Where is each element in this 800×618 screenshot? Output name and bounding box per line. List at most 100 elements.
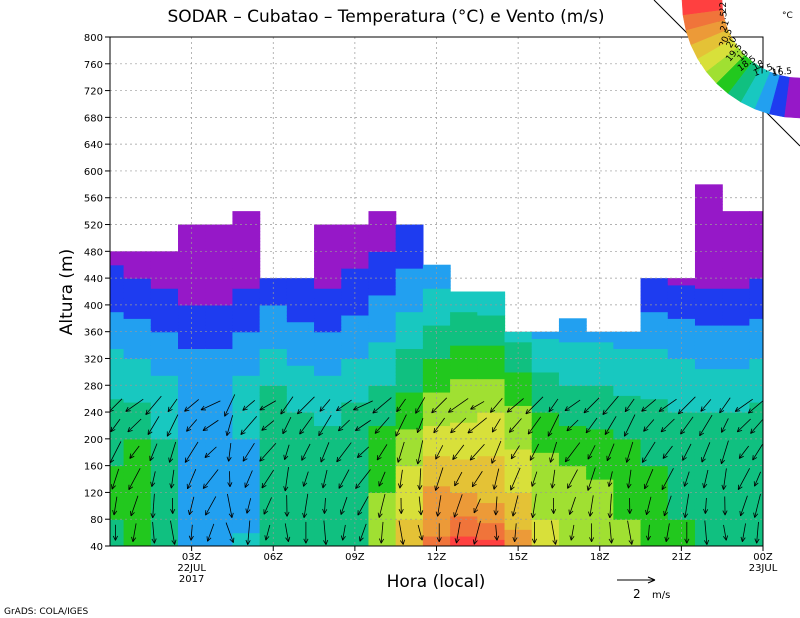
temperature-cell <box>232 458 261 463</box>
temperature-cell <box>531 462 560 467</box>
wind-arrow <box>242 442 255 462</box>
temperature-cell <box>314 492 342 497</box>
temperature-cell <box>694 221 723 226</box>
temperature-cell <box>749 385 763 390</box>
temperature-cell <box>395 244 424 249</box>
temperature-cell <box>749 318 763 323</box>
wind-arrow <box>585 417 598 434</box>
temperature-cell <box>286 288 315 293</box>
temperature-cell <box>558 375 587 380</box>
temperature-cell <box>558 388 587 393</box>
temperature-cell <box>341 529 370 534</box>
temperature-cell <box>558 412 587 417</box>
temperature-cell <box>314 264 342 269</box>
temperature-cell <box>640 288 669 293</box>
temperature-cell <box>749 402 763 406</box>
temperature-cell <box>341 509 370 514</box>
wind-arrow <box>282 416 292 435</box>
temperature-cell <box>368 328 397 333</box>
temperature-cell <box>450 358 478 363</box>
wind-arrow <box>204 446 217 458</box>
temperature-cell <box>205 301 234 306</box>
temperature-cell <box>150 398 179 403</box>
wind-arrow <box>608 521 614 544</box>
temperature-cell <box>450 375 478 380</box>
temperature-cell <box>613 385 642 390</box>
temperature-cell <box>314 355 342 360</box>
temperature-cell <box>531 539 560 544</box>
colorbar-label: 16.5 <box>772 67 793 79</box>
temperature-cell <box>286 405 315 410</box>
temperature-cell <box>749 542 763 546</box>
temperature-cell <box>395 438 424 443</box>
temperature-cell <box>368 358 397 363</box>
temperature-cell <box>368 371 397 376</box>
temperature-cell <box>422 308 451 313</box>
temperature-cell <box>531 388 560 393</box>
temperature-cell <box>395 348 424 353</box>
temperature-cell <box>558 361 587 366</box>
temperature-cell <box>110 348 125 353</box>
temperature-cell <box>314 308 342 313</box>
temperature-cell <box>395 432 424 437</box>
temperature-cell <box>205 371 234 376</box>
temperature-cell <box>640 458 669 463</box>
temperature-cell <box>395 495 424 500</box>
temperature-cell <box>558 408 587 413</box>
wind-arrow <box>167 398 178 413</box>
temperature-cell <box>110 479 125 483</box>
temperature-cell <box>722 335 750 339</box>
temperature-cell <box>531 532 560 537</box>
temperature-cell <box>286 452 315 457</box>
temperature-cell <box>110 251 125 256</box>
temperature-cell <box>694 462 723 467</box>
temperature-cell <box>531 412 560 417</box>
temperature-cell <box>450 542 478 546</box>
temperature-cell <box>531 375 560 380</box>
temperature-cell <box>110 442 125 447</box>
temperature-cell <box>749 442 763 447</box>
temperature-cell <box>422 264 451 269</box>
temperature-cell <box>150 298 179 303</box>
wind-arrow <box>263 497 272 515</box>
temperature-cell <box>395 428 424 433</box>
temperature-cell <box>341 338 370 343</box>
temperature-cell <box>110 368 125 373</box>
temperature-cell <box>504 529 533 534</box>
temperature-cell <box>477 535 506 540</box>
temperature-cell <box>667 492 696 497</box>
temperature-cell <box>640 539 669 544</box>
temperature-cell <box>150 535 179 540</box>
temperature-cell <box>694 227 723 232</box>
colorbar-label: 17 <box>770 65 783 77</box>
temperature-cell <box>314 402 342 406</box>
temperature-cell <box>749 418 763 423</box>
temperature-cell <box>395 535 424 540</box>
temperature-cell <box>694 247 723 252</box>
temperature-cell <box>259 442 288 447</box>
wind-arrow <box>302 471 309 487</box>
temperature-cell <box>232 254 261 259</box>
temperature-cell <box>640 425 669 430</box>
temperature-cell <box>150 388 179 393</box>
temperature-cell <box>477 422 506 427</box>
temperature-cell <box>667 304 696 309</box>
temperature-cell <box>395 435 424 440</box>
temperature-cell <box>640 529 669 534</box>
temperature-cell <box>450 495 478 500</box>
temperature-cell <box>422 298 451 303</box>
temperature-cell <box>613 499 642 504</box>
temperature-cell <box>259 298 288 303</box>
temperature-cell <box>110 324 125 329</box>
temperature-cell <box>749 415 763 420</box>
wind-arrow <box>319 399 331 412</box>
temperature-cell <box>123 502 152 507</box>
wind-arrow <box>202 419 219 432</box>
temperature-cell <box>368 465 397 470</box>
temperature-cell <box>259 539 288 544</box>
temperature-cell <box>586 348 614 353</box>
temperature-cell <box>613 422 642 427</box>
temperature-cell <box>694 268 723 273</box>
temperature-cell <box>286 298 315 303</box>
